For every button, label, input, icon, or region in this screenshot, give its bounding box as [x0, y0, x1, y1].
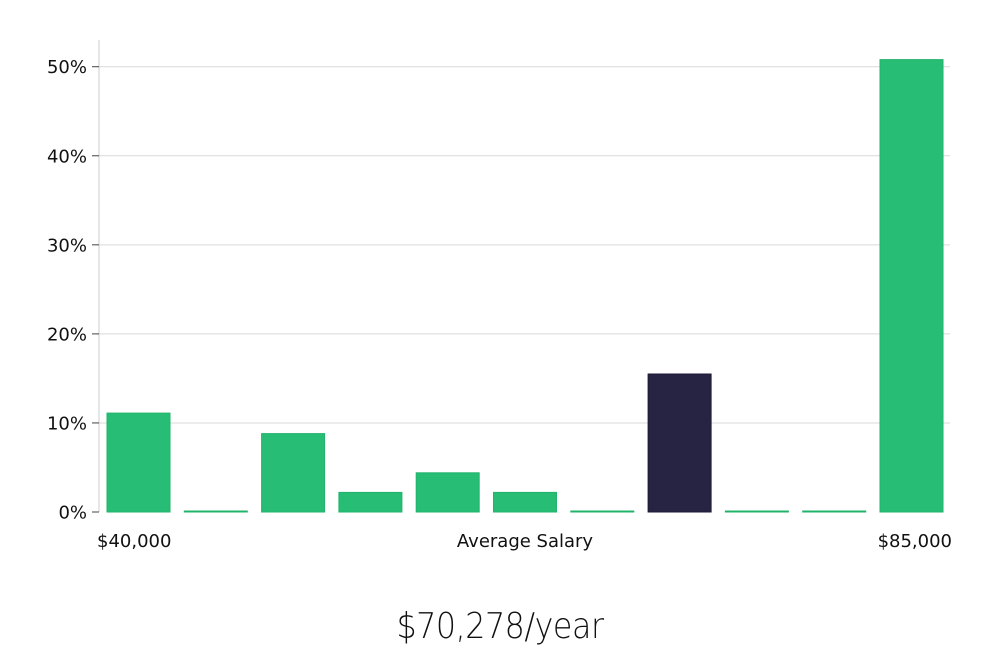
salary-histogram-chart: 0% 10% 20% 30% 40% 50% $40,000 Average Salary…	[47, 40, 952, 552]
bar	[183, 510, 248, 513]
bar	[493, 491, 557, 513]
y-tick-label: 0%	[58, 503, 87, 524]
y-tick-label: 50%	[47, 57, 87, 78]
x-min-label: $40,000	[97, 531, 171, 552]
y-tick-label: 20%	[47, 324, 87, 345]
bar	[415, 472, 480, 513]
bar	[338, 491, 403, 513]
bar	[261, 433, 326, 513]
x-max-label: $85,000	[878, 531, 952, 552]
bar	[570, 510, 635, 513]
bar	[724, 510, 789, 513]
x-axis-title: Average Salary	[457, 531, 594, 552]
grid-lines	[99, 66, 950, 424]
bar	[106, 412, 171, 513]
bar	[879, 59, 944, 513]
y-tick-label: 40%	[47, 146, 87, 167]
y-tick-label: 30%	[47, 235, 87, 256]
bar-highlighted	[647, 373, 712, 513]
y-tick-label: 10%	[47, 413, 87, 434]
bars	[106, 59, 944, 513]
bar	[802, 510, 867, 513]
y-axis-ticks: 0% 10% 20% 30% 40% 50%	[47, 57, 99, 524]
average-salary-readout: $70,278/year	[396, 606, 604, 647]
